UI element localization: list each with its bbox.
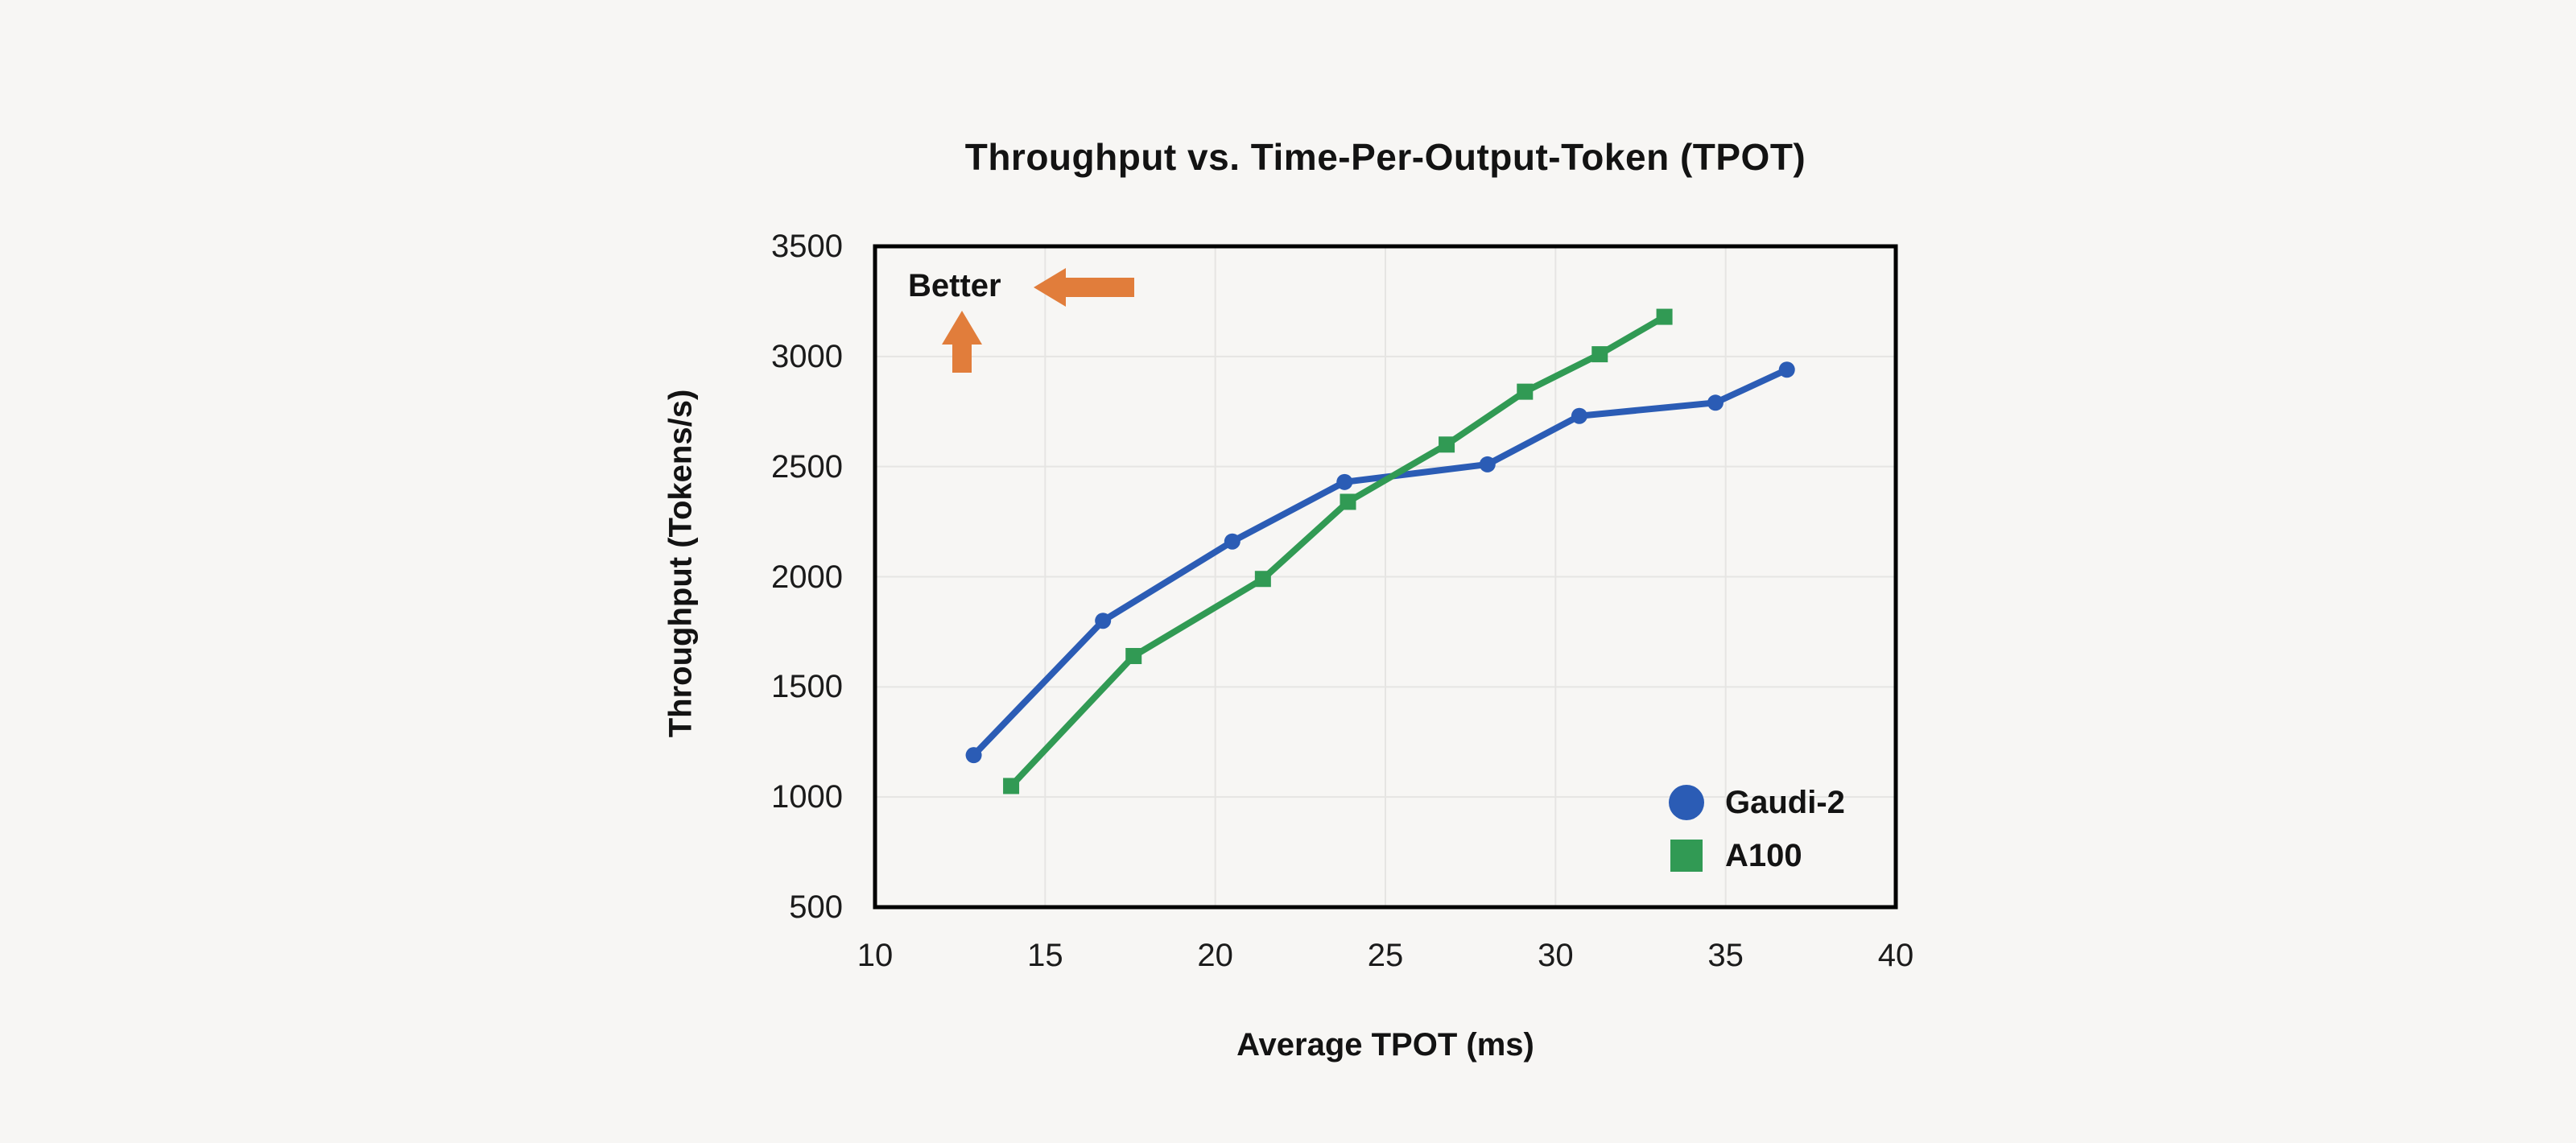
- gaudi-2-circle-marker-icon: [1669, 785, 1704, 820]
- better-up-arrow-icon: [942, 311, 982, 373]
- y-tick-label: 2500: [771, 448, 843, 485]
- x-tick-label: 25: [1367, 938, 1404, 973]
- data-point-a100: [1517, 383, 1534, 400]
- data-point-a100: [1591, 346, 1608, 363]
- y-tick-label: 2000: [771, 559, 843, 595]
- data-point-a100: [1340, 493, 1356, 510]
- data-point-gaudi-2: [1479, 456, 1496, 472]
- chart-title: Throughput vs. Time-Per-Output-Token (TP…: [964, 136, 1806, 178]
- x-tick-label: 15: [1027, 938, 1063, 973]
- legend-item-a100: A100: [1669, 829, 1845, 882]
- data-point-gaudi-2: [1224, 533, 1241, 550]
- series-line-gaudi-2: [970, 366, 1790, 759]
- plot-border: [873, 244, 1898, 910]
- legend-label-a100: A100: [1725, 837, 1802, 873]
- better-annotation-label: Better: [908, 268, 1001, 303]
- x-tick-label: 20: [1197, 938, 1233, 973]
- data-point-a100: [1254, 571, 1271, 588]
- legend: Gaudi-2 A100: [1669, 776, 1845, 882]
- better-left-arrow-icon: [1034, 268, 1134, 307]
- x-tick-label: 30: [1538, 938, 1574, 973]
- data-point-gaudi-2: [1095, 613, 1112, 629]
- y-tick-label: 1500: [771, 669, 843, 705]
- data-point-gaudi-2: [965, 747, 982, 764]
- x-tick-label: 35: [1707, 938, 1744, 973]
- data-point-gaudi-2: [1571, 407, 1587, 424]
- series-line-a100: [1008, 313, 1668, 790]
- y-tick-label: 3500: [771, 229, 843, 264]
- x-tick-label: 10: [857, 938, 894, 973]
- data-point-a100: [1656, 308, 1673, 325]
- x-tick-label: 40: [1877, 938, 1914, 973]
- legend-item-gaudi-2: Gaudi-2: [1669, 776, 1845, 829]
- y-tick-label: 1000: [771, 779, 843, 815]
- a100-square-marker-icon: [1670, 840, 1703, 872]
- x-axis-title: Average TPOT (ms): [1236, 1027, 1534, 1063]
- data-point-gaudi-2: [1707, 394, 1724, 411]
- data-point-a100: [1003, 778, 1020, 794]
- legend-label-gaudi-2: Gaudi-2: [1725, 784, 1845, 820]
- data-point-gaudi-2: [1778, 361, 1795, 378]
- data-point-a100: [1439, 436, 1455, 453]
- y-tick-label: 500: [789, 889, 843, 925]
- data-point-a100: [1125, 648, 1142, 665]
- data-point-gaudi-2: [1336, 473, 1353, 490]
- y-tick-label: 3000: [771, 338, 843, 374]
